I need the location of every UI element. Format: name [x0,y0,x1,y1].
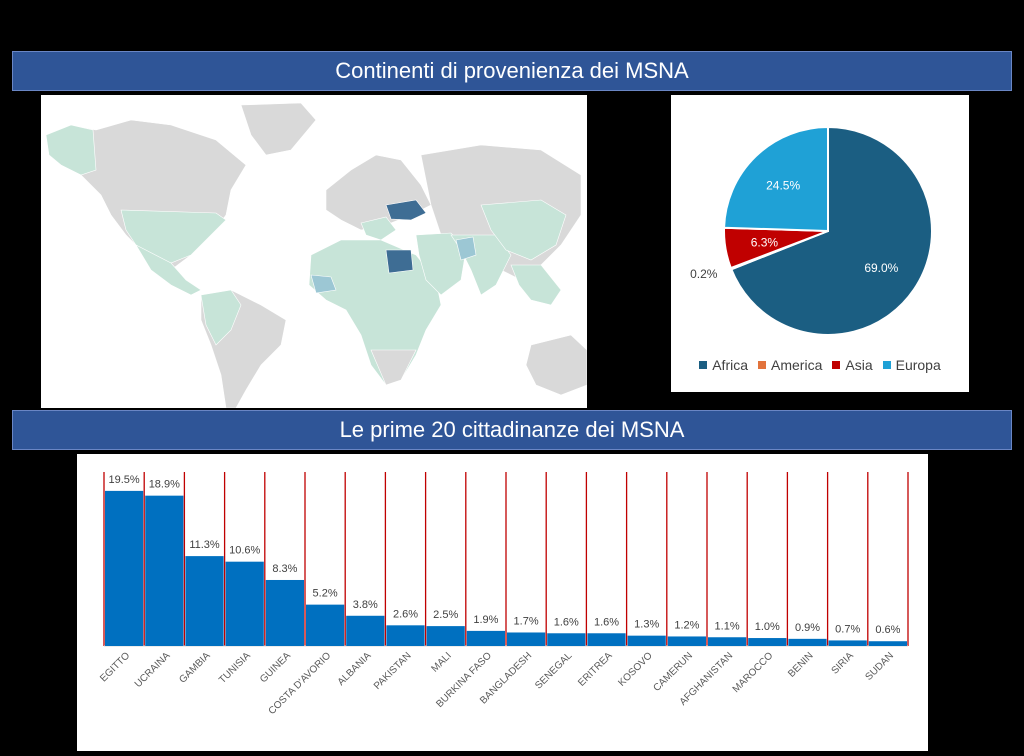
bar-category-label: MAROCCO [731,650,776,695]
legend-label-africa: Africa [712,357,749,373]
map-africa [308,239,442,386]
legend-item-europa: Europa [882,357,941,373]
bar-egitto [105,490,144,646]
bar-value-label: 3.8% [353,599,378,611]
legend-swatch-africa [699,361,708,369]
bar-category-label: TUNISIA [217,650,253,686]
pie-label-america: 0.2% [690,267,718,281]
bar-kosovo [627,635,666,646]
bar-category-label: PAKISTAN [372,650,414,692]
citizenship-bar-chart: 19.5% EGITTO 18.9% UCRAINA 11.3% GAMBIA 10.6% T… [77,454,928,751]
bar-category-label: KOSOVO [616,650,655,689]
map-southern-africa [370,349,417,386]
map-usa [120,209,227,264]
bar-value-label: 1.7% [514,615,539,627]
bar-ucraina [145,495,184,646]
pie-label-asia: 6.3% [751,236,779,250]
map-colombia-peru [200,289,242,346]
bar-category-label: ALBANIA [336,650,374,688]
bar-burkina-faso [466,630,505,646]
bar-svg: 19.5% EGITTO 18.9% UCRAINA 11.3% GAMBIA 10.6% T… [98,472,909,717]
bar-category-label: UCRAINA [133,650,173,690]
bar-value-label: 10.6% [229,545,260,557]
legend-item-asia: Asia [832,357,873,373]
bar-value-label: 5.2% [313,588,338,600]
pie-svg: 69.0% 0.2% 6.3% 24.5% [690,125,933,336]
pie-label-europa: 24.5% [766,179,800,193]
bar-value-label: 1.6% [554,616,579,628]
pie-legend: Africa America Asia Europa [671,357,969,373]
map-west-africa [310,274,337,294]
map-ukraine [385,199,427,221]
bar-afghanistan [708,637,747,646]
bar-albania [346,615,385,646]
legend-label-europa: Europa [895,357,941,373]
bar-value-label: 1.3% [634,619,659,631]
bar-value-label: 1.1% [715,620,740,632]
bar-value-label: 19.5% [108,474,139,486]
bar-category-label: EGITTO [98,650,132,684]
map-china [480,199,567,261]
bar-category-label: CAMERUN [651,650,695,694]
bar-pakistan [386,625,425,646]
map-australia [525,334,588,396]
bar-value-label: 1.6% [594,616,619,628]
map-mexico [135,244,202,296]
bar-category-label: GAMBIA [177,650,213,686]
bar-category-label: SENEGAL [533,650,574,691]
bar-value-label: 0.7% [835,623,860,635]
map-southeast-asia [510,264,562,306]
bar-value-label: 0.6% [875,624,900,636]
bar-value-label: 1.0% [755,621,780,633]
legend-item-africa: Africa [699,357,748,373]
bar-tunisia [225,561,264,646]
legend-label-asia: Asia [845,357,873,373]
bar-sudan [868,641,907,646]
legend-item-america: America [758,357,822,373]
world-map [41,95,588,409]
world-map-svg [45,102,588,409]
bar-marocco [748,638,787,646]
bar-bangladesh [507,632,546,646]
legend-label-america: America [771,357,823,373]
bar-guinea [265,579,304,646]
bar-value-label: 1.2% [674,619,699,631]
map-balkans [360,216,397,241]
top-section-title: Continenti di provenienza dei MSNA [12,51,1012,91]
map-greenland [240,102,317,156]
legend-swatch-asia [832,361,841,369]
pie-slice-africa [730,125,933,336]
bar-value-label: 1.9% [473,614,498,626]
bar-category-label: BENIN [786,650,815,679]
bottom-section-title: Le prime 20 cittadinanze dei MSNA [12,410,1012,450]
pie-label-africa: 69.0% [864,261,898,275]
pie-slice-europa [723,125,829,233]
bar-mali [426,626,465,646]
bar-category-label: SUDAN [863,650,896,683]
legend-swatch-europa [882,361,891,369]
bar-category-label: MALI [430,650,454,674]
bar-value-label: 0.9% [795,622,820,634]
bar-value-label: 8.3% [272,563,297,575]
map-egypt [385,249,414,274]
bar-siria [828,640,867,646]
continent-pie-chart: 69.0% 0.2% 6.3% 24.5% Africa America Asia Euro… [671,95,969,392]
bar-gambia [185,556,224,646]
bar-category-label: SIRIA [830,650,856,676]
bar-senegal [547,633,586,646]
bar-category-label: ERITREA [576,650,615,689]
bar-benin [788,638,827,646]
map-alaska [45,124,97,176]
bar-value-label: 2.6% [393,608,418,620]
bar-category-label: GUINEA [258,650,293,685]
legend-swatch-america [758,361,767,369]
bar-camerun [667,636,706,646]
bar-eritrea [587,633,626,646]
bar-value-label: 11.3% [189,539,220,551]
bar-value-label: 18.9% [149,479,180,491]
bar-costa-d-avorio [306,604,345,646]
map-pakistan [455,236,477,261]
bar-value-label: 2.5% [433,609,458,621]
